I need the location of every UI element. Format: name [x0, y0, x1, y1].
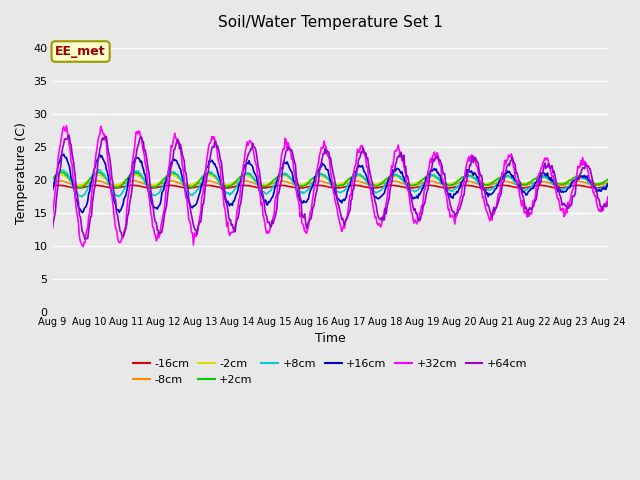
+8cm — [421, 178, 429, 184]
-16cm — [604, 183, 612, 189]
-8cm — [421, 179, 429, 185]
+16cm — [421, 180, 429, 185]
+8cm — [378, 187, 385, 192]
+32cm — [301, 228, 309, 234]
-2cm — [49, 176, 56, 182]
X-axis label: Time: Time — [315, 332, 346, 345]
-16cm — [49, 183, 56, 189]
+2cm — [421, 174, 429, 180]
+2cm — [301, 182, 309, 188]
+16cm — [468, 170, 476, 176]
+16cm — [301, 200, 309, 205]
-8cm — [193, 181, 201, 187]
Line: +2cm: +2cm — [52, 172, 608, 188]
+8cm — [193, 187, 201, 193]
-8cm — [604, 180, 612, 186]
-2cm — [421, 175, 429, 181]
Line: +32cm: +32cm — [52, 126, 608, 247]
-16cm — [300, 185, 308, 191]
+2cm — [77, 185, 85, 191]
+8cm — [95, 167, 103, 173]
+16cm — [60, 151, 67, 157]
Text: EE_met: EE_met — [55, 45, 106, 58]
+2cm — [378, 181, 385, 187]
+32cm — [149, 224, 157, 230]
+64cm — [149, 199, 157, 205]
+32cm — [49, 211, 56, 216]
+2cm — [94, 169, 102, 175]
Legend: -16cm, -8cm, -2cm, +2cm, +8cm, +16cm, +32cm, +64cm: -16cm, -8cm, -2cm, +2cm, +8cm, +16cm, +3… — [129, 355, 532, 389]
-2cm — [113, 182, 121, 188]
-8cm — [49, 180, 56, 186]
Line: -8cm: -8cm — [52, 180, 608, 186]
+16cm — [193, 199, 201, 205]
Title: Soil/Water Temperature Set 1: Soil/Water Temperature Set 1 — [218, 15, 443, 30]
+64cm — [49, 225, 56, 231]
Line: +16cm: +16cm — [52, 154, 608, 213]
-2cm — [56, 172, 64, 178]
+64cm — [468, 153, 476, 159]
+2cm — [193, 180, 201, 186]
-16cm — [420, 183, 428, 189]
-2cm — [604, 177, 612, 182]
Line: +8cm: +8cm — [52, 170, 608, 196]
-2cm — [301, 180, 309, 186]
-2cm — [193, 179, 201, 185]
-16cm — [147, 185, 155, 191]
+2cm — [604, 177, 612, 183]
+32cm — [79, 244, 87, 250]
-16cm — [377, 184, 385, 190]
+16cm — [49, 187, 56, 193]
+8cm — [301, 189, 309, 195]
-8cm — [112, 183, 120, 189]
Line: -16cm: -16cm — [52, 185, 608, 188]
+8cm — [49, 182, 56, 188]
+32cm — [468, 153, 476, 158]
-16cm — [468, 183, 476, 189]
+16cm — [149, 203, 157, 209]
+32cm — [421, 186, 429, 192]
-16cm — [445, 185, 452, 191]
Y-axis label: Temperature (C): Temperature (C) — [15, 122, 28, 225]
-8cm — [468, 179, 476, 185]
+8cm — [78, 193, 86, 199]
+16cm — [604, 181, 612, 187]
+64cm — [378, 215, 385, 220]
-8cm — [149, 183, 157, 189]
+8cm — [604, 181, 612, 187]
+2cm — [468, 173, 476, 179]
+64cm — [301, 219, 309, 225]
-8cm — [131, 178, 139, 183]
-16cm — [352, 182, 360, 188]
-8cm — [378, 181, 385, 187]
+16cm — [78, 210, 86, 216]
-2cm — [468, 174, 476, 180]
-16cm — [191, 184, 199, 190]
+32cm — [193, 227, 201, 233]
+8cm — [468, 174, 476, 180]
+64cm — [604, 200, 612, 206]
+32cm — [604, 194, 612, 200]
+2cm — [149, 184, 157, 190]
+64cm — [81, 236, 89, 242]
-8cm — [301, 182, 309, 188]
+2cm — [49, 176, 56, 182]
+64cm — [421, 198, 429, 204]
+64cm — [65, 132, 73, 138]
-2cm — [149, 182, 157, 188]
-2cm — [378, 179, 385, 185]
Line: -2cm: -2cm — [52, 175, 608, 185]
Line: +64cm: +64cm — [52, 135, 608, 239]
+32cm — [378, 221, 385, 227]
+64cm — [193, 231, 201, 237]
+16cm — [378, 193, 385, 199]
+32cm — [63, 123, 70, 129]
+8cm — [149, 192, 157, 198]
